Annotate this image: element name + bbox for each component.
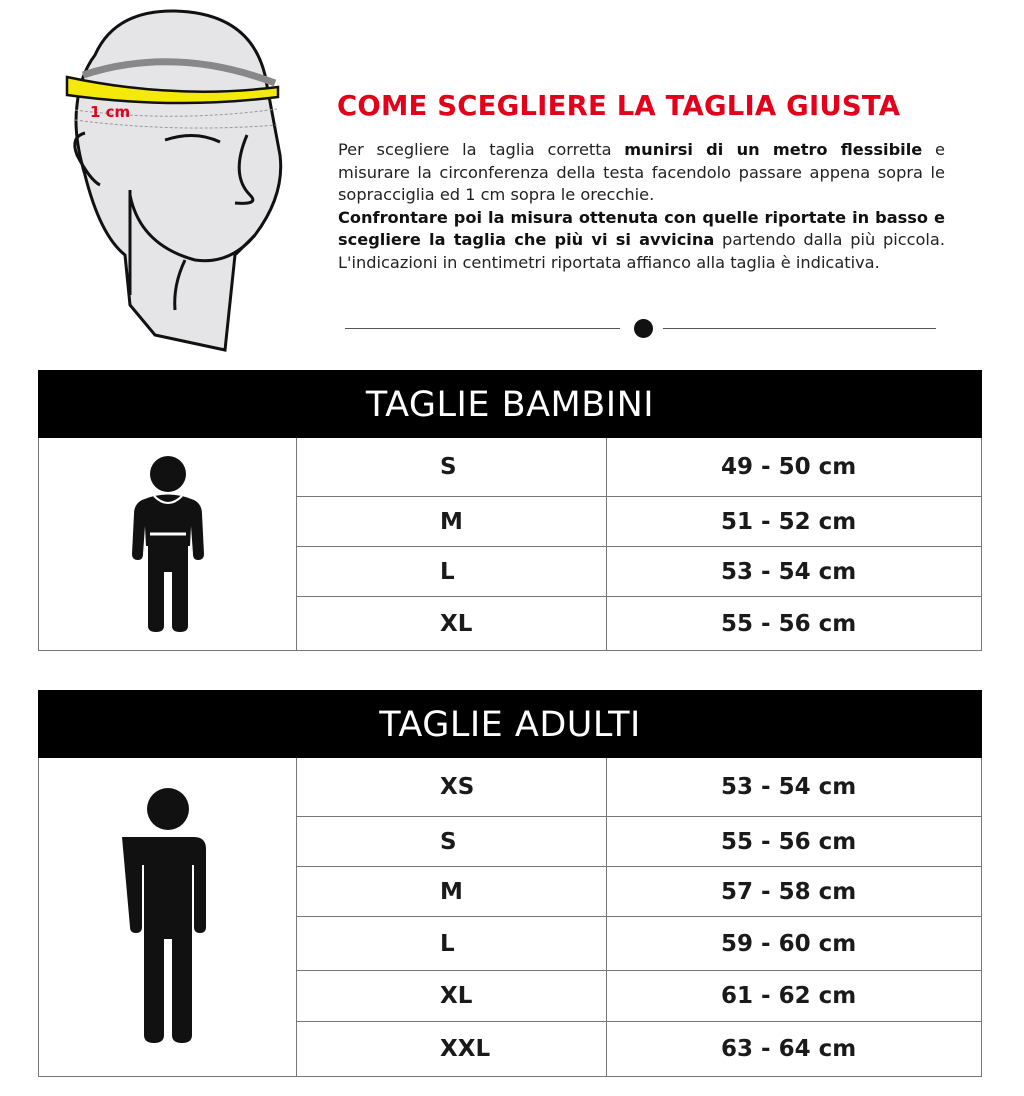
range-cell: 55 - 56 cm [721,610,857,637]
size-cell: M [297,497,607,546]
instructions-text-part: Per scegliere la taglia corretta [338,140,625,159]
table-row: M 51 - 52 cm [297,496,981,546]
size-cell: S [297,438,607,496]
table-row: XXL 63 - 64 cm [297,1021,981,1076]
table-row: S 49 - 50 cm [297,438,981,496]
size-cell: XS [297,758,607,816]
range-cell: 53 - 54 cm [721,774,857,800]
instructions-text-part: e misurare la circonferenza della testa … [338,140,945,204]
instructions-bold-part: Confrontare poi la misura ottenuta con q… [338,207,945,250]
adults-size-table: TAGLIE ADULTI XS 53 - 54 cm S 55 - 56 cm M… [38,690,982,1077]
range-cell: 53 - 54 cm [721,558,857,585]
adults-table-title: TAGLIE ADULTI [38,690,982,758]
table-row: L 53 - 54 cm [297,546,981,596]
range-cell: 51 - 52 cm [721,508,857,535]
table-row: M 57 - 58 cm [297,866,981,916]
range-cell: 61 - 62 cm [721,983,857,1009]
kids-size-table: TAGLIE BAMBINI S 49 - 50 cm M 51 - 52 cm L… [38,370,982,651]
measure-label: 1 cm [90,103,130,121]
size-cell: XL [297,597,607,650]
range-cell: 55 - 56 cm [721,828,857,855]
table-row: L 59 - 60 cm [297,916,981,970]
size-cell: S [297,817,607,866]
range-cell: 63 - 64 cm [721,1036,857,1062]
table-row: S 55 - 56 cm [297,816,981,866]
adult-silhouette-icon [121,788,206,1043]
size-cell: L [297,917,607,970]
page-title: COME SCEGLIERE LA TAGLIA GIUSTA [337,90,901,122]
child-silhouette-icon [131,456,204,632]
instructions-text: Per scegliere la taglia corretta munirsi… [338,139,945,274]
divider-line-left [345,328,620,329]
table-row: XL 55 - 56 cm [297,596,981,650]
table-row: XL 61 - 62 cm [297,970,981,1021]
range-cell: 59 - 60 cm [721,930,857,957]
kids-table-title: TAGLIE BAMBINI [38,370,982,438]
head-measurement-illustration: 1 cm [65,9,283,352]
size-cell: XL [297,971,607,1021]
size-cell: L [297,547,607,596]
instructions-text-part: partendo dalla più piccola. L'indicazion… [338,230,945,272]
size-cell: M [297,867,607,916]
range-cell: 57 - 58 cm [721,878,857,905]
size-cell: XXL [297,1022,607,1076]
divider-line-right [663,328,936,329]
range-cell: 49 - 50 cm [721,454,857,480]
table-row: XS 53 - 54 cm [297,758,981,816]
divider-dot [634,319,653,338]
instructions-bold-part: munirsi di un metro flessibile [624,140,923,159]
